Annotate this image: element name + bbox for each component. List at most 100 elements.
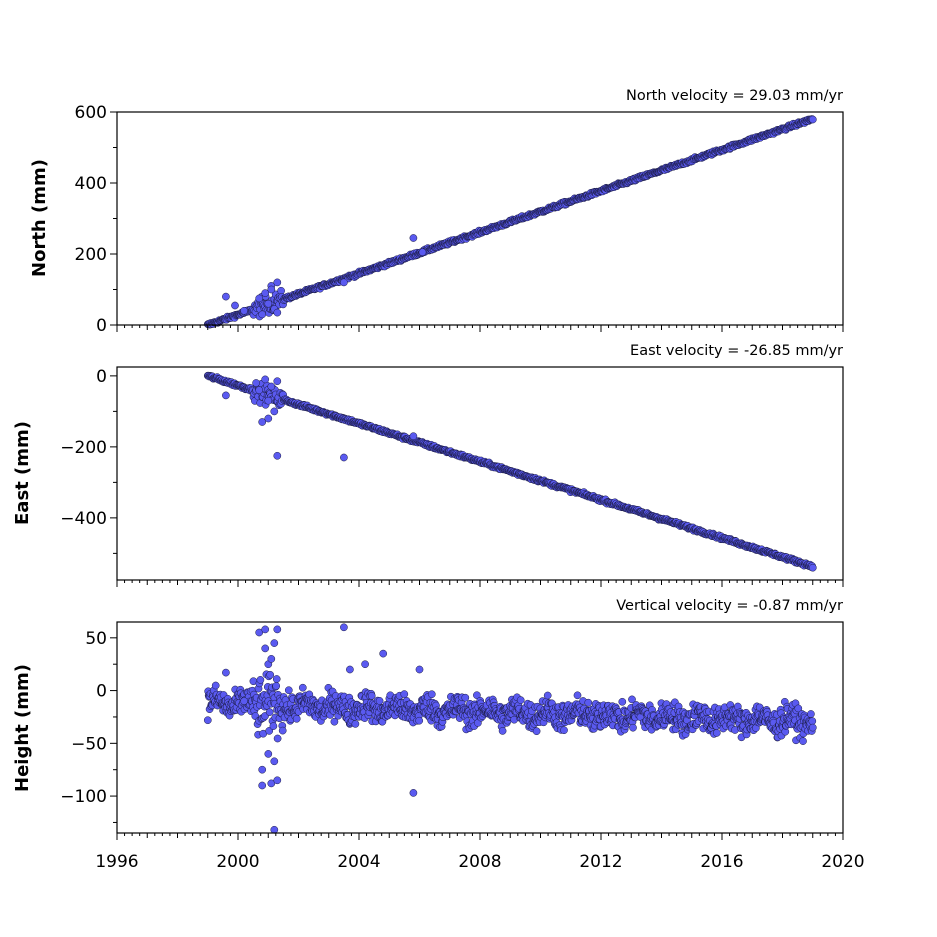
- data-point: [346, 665, 354, 674]
- north-y-axis: 0 200 400 600: [75, 103, 117, 336]
- data-point: [543, 691, 552, 700]
- data-point: [272, 675, 281, 683]
- x-tick-label: 2000: [216, 852, 259, 872]
- data-point: [573, 691, 582, 700]
- data-point: [400, 690, 409, 698]
- data-point: [298, 683, 307, 692]
- x-tick-label: 2008: [458, 852, 501, 872]
- north-x-ticks: [116, 325, 844, 332]
- data-point: [258, 310, 267, 319]
- north-panel: North velocity = 29.03 mm/yr North (mm) …: [29, 88, 844, 336]
- height-x-ticks: [116, 833, 844, 840]
- east-panel: East velocity = -26.85 mm/yr East (mm) 0…: [12, 343, 844, 587]
- north-panel-title: North velocity = 29.03 mm/yr: [626, 88, 843, 104]
- data-point: [269, 722, 278, 730]
- data-point: [265, 708, 274, 716]
- x-tick-label: 2004: [337, 852, 380, 872]
- height-axis-label: Height (mm): [12, 664, 33, 792]
- data-point: [808, 723, 817, 732]
- data-point: [258, 418, 267, 426]
- data-point: [415, 716, 424, 725]
- north-axis-label: North (mm): [29, 159, 50, 277]
- data-point: [270, 825, 279, 834]
- data-point: [367, 691, 376, 700]
- data-point: [807, 710, 815, 718]
- data-point: [351, 720, 360, 728]
- data-point: [516, 696, 525, 704]
- data-point: [273, 308, 282, 317]
- data-point: [794, 704, 803, 713]
- data-point: [628, 695, 636, 704]
- east-x-ticks: [116, 580, 844, 587]
- east-points: [203, 371, 817, 572]
- data-point: [375, 697, 384, 705]
- data-point: [584, 698, 593, 707]
- data-point: [264, 750, 273, 758]
- data-point: [270, 639, 279, 647]
- data-point: [252, 379, 260, 387]
- data-point: [240, 306, 248, 315]
- data-point: [258, 781, 267, 790]
- north-y-tick-label: 600: [75, 103, 107, 123]
- data-point: [461, 693, 470, 702]
- data-point: [255, 386, 264, 394]
- data-point: [808, 115, 817, 124]
- height-y-axis: 50 0 −50 −100: [60, 629, 117, 823]
- data-point: [258, 765, 267, 774]
- x-tick-label: 2012: [579, 852, 622, 872]
- data-point: [222, 391, 230, 400]
- data-point: [273, 625, 282, 634]
- east-axis-label: East (mm): [12, 421, 33, 525]
- data-point: [340, 623, 348, 632]
- east-y-tick-label: 0: [96, 367, 107, 387]
- data-point: [272, 682, 281, 690]
- data-point: [427, 690, 436, 699]
- data-point: [273, 278, 282, 287]
- data-point: [498, 727, 507, 735]
- data-point: [255, 294, 264, 303]
- data-point: [231, 301, 239, 310]
- data-point: [222, 292, 230, 301]
- data-point: [273, 776, 282, 785]
- north-y-tick-label: 0: [96, 316, 107, 336]
- height-panel-title: Vertical velocity = -0.87 mm/yr: [616, 598, 843, 614]
- data-point: [560, 726, 568, 735]
- data-point: [261, 644, 270, 653]
- data-point: [618, 697, 627, 706]
- east-y-tick-label: −400: [60, 509, 107, 529]
- data-point: [273, 451, 282, 460]
- data-point: [267, 655, 276, 663]
- north-points: [203, 115, 817, 329]
- data-point: [409, 234, 418, 242]
- data-point: [256, 676, 265, 684]
- height-panel: Vertical velocity = -0.87 mm/yr Height (…: [12, 598, 865, 872]
- data-point: [255, 628, 264, 637]
- data-point: [629, 723, 637, 732]
- data-point: [340, 278, 348, 287]
- height-y-tick-label: −50: [71, 734, 107, 754]
- data-point: [270, 757, 279, 766]
- data-point: [264, 299, 273, 308]
- data-point: [261, 375, 270, 384]
- x-tick-label: 1996: [95, 852, 138, 872]
- data-point: [808, 563, 817, 572]
- data-point: [267, 779, 276, 788]
- data-point: [267, 285, 276, 294]
- data-point: [267, 382, 276, 391]
- data-point: [211, 681, 220, 690]
- x-tick-label: 2016: [700, 852, 743, 872]
- data-point: [261, 625, 270, 634]
- data-point: [409, 789, 418, 797]
- data-point: [473, 691, 481, 700]
- data-point: [808, 717, 817, 725]
- data-point: [340, 453, 348, 462]
- data-point: [278, 726, 287, 735]
- data-point: [264, 414, 273, 423]
- north-y-tick-label: 200: [75, 245, 107, 265]
- east-y-axis: 0 −200 −400: [60, 367, 117, 554]
- data-point: [264, 396, 273, 405]
- x-tick-label: 2020: [821, 852, 864, 872]
- data-point: [203, 716, 212, 725]
- data-point: [240, 697, 248, 705]
